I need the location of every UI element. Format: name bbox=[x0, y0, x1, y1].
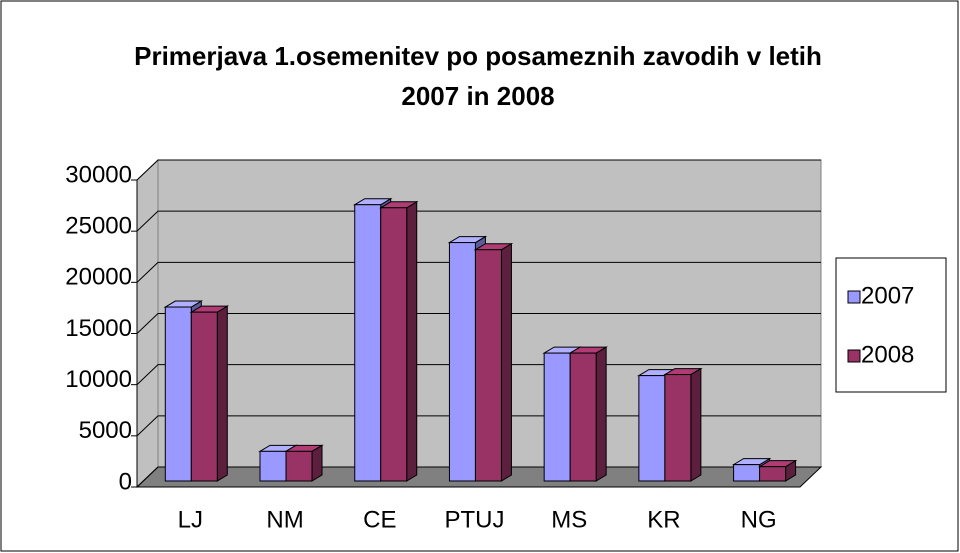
bar bbox=[285, 450, 313, 482]
bar-side bbox=[216, 305, 228, 482]
y-tick-label: 0 bbox=[119, 468, 132, 495]
y-tick-label: 10000 bbox=[65, 366, 132, 393]
x-tick-label: CE bbox=[363, 506, 396, 533]
x-tick-label: NM bbox=[266, 506, 303, 533]
y-tick-label: 25000 bbox=[65, 213, 132, 240]
bar bbox=[543, 352, 571, 482]
y-tick-label: 20000 bbox=[65, 264, 132, 291]
bar bbox=[380, 207, 408, 482]
bar bbox=[759, 466, 787, 482]
bar bbox=[190, 311, 218, 482]
bar bbox=[733, 464, 761, 482]
bar bbox=[448, 242, 476, 482]
grid-line bbox=[136, 159, 821, 181]
legend-swatch bbox=[847, 349, 861, 363]
x-tick-label: LJ bbox=[178, 506, 203, 533]
grid-line bbox=[136, 261, 821, 283]
legend-label: 2008 bbox=[861, 341, 914, 368]
y-tick-label: 15000 bbox=[65, 315, 132, 342]
bar bbox=[164, 306, 192, 482]
bar-side bbox=[500, 242, 512, 482]
x-tick-label: MS bbox=[551, 506, 587, 533]
bar bbox=[664, 374, 692, 482]
bar bbox=[259, 450, 287, 482]
grid-line bbox=[136, 210, 821, 232]
x-tick-label: NG bbox=[741, 506, 777, 533]
bar bbox=[354, 204, 382, 482]
grid-line bbox=[136, 313, 821, 334]
bar bbox=[638, 375, 666, 482]
legend-label: 2007 bbox=[861, 282, 914, 309]
bar bbox=[474, 249, 502, 482]
x-tick-label: KR bbox=[647, 506, 680, 533]
chart-title: Primerjava 1.osemenitev po posameznih za… bbox=[134, 41, 822, 111]
x-tick-label: PTUJ bbox=[445, 506, 505, 533]
y-tick-label: 30000 bbox=[65, 161, 132, 188]
y-tick-label: 5000 bbox=[79, 417, 132, 444]
bar bbox=[569, 352, 597, 482]
bar-side bbox=[595, 346, 607, 482]
bar-side bbox=[690, 367, 702, 482]
bar-side bbox=[406, 200, 418, 482]
legend-box bbox=[835, 257, 947, 393]
legend-swatch bbox=[847, 290, 861, 304]
